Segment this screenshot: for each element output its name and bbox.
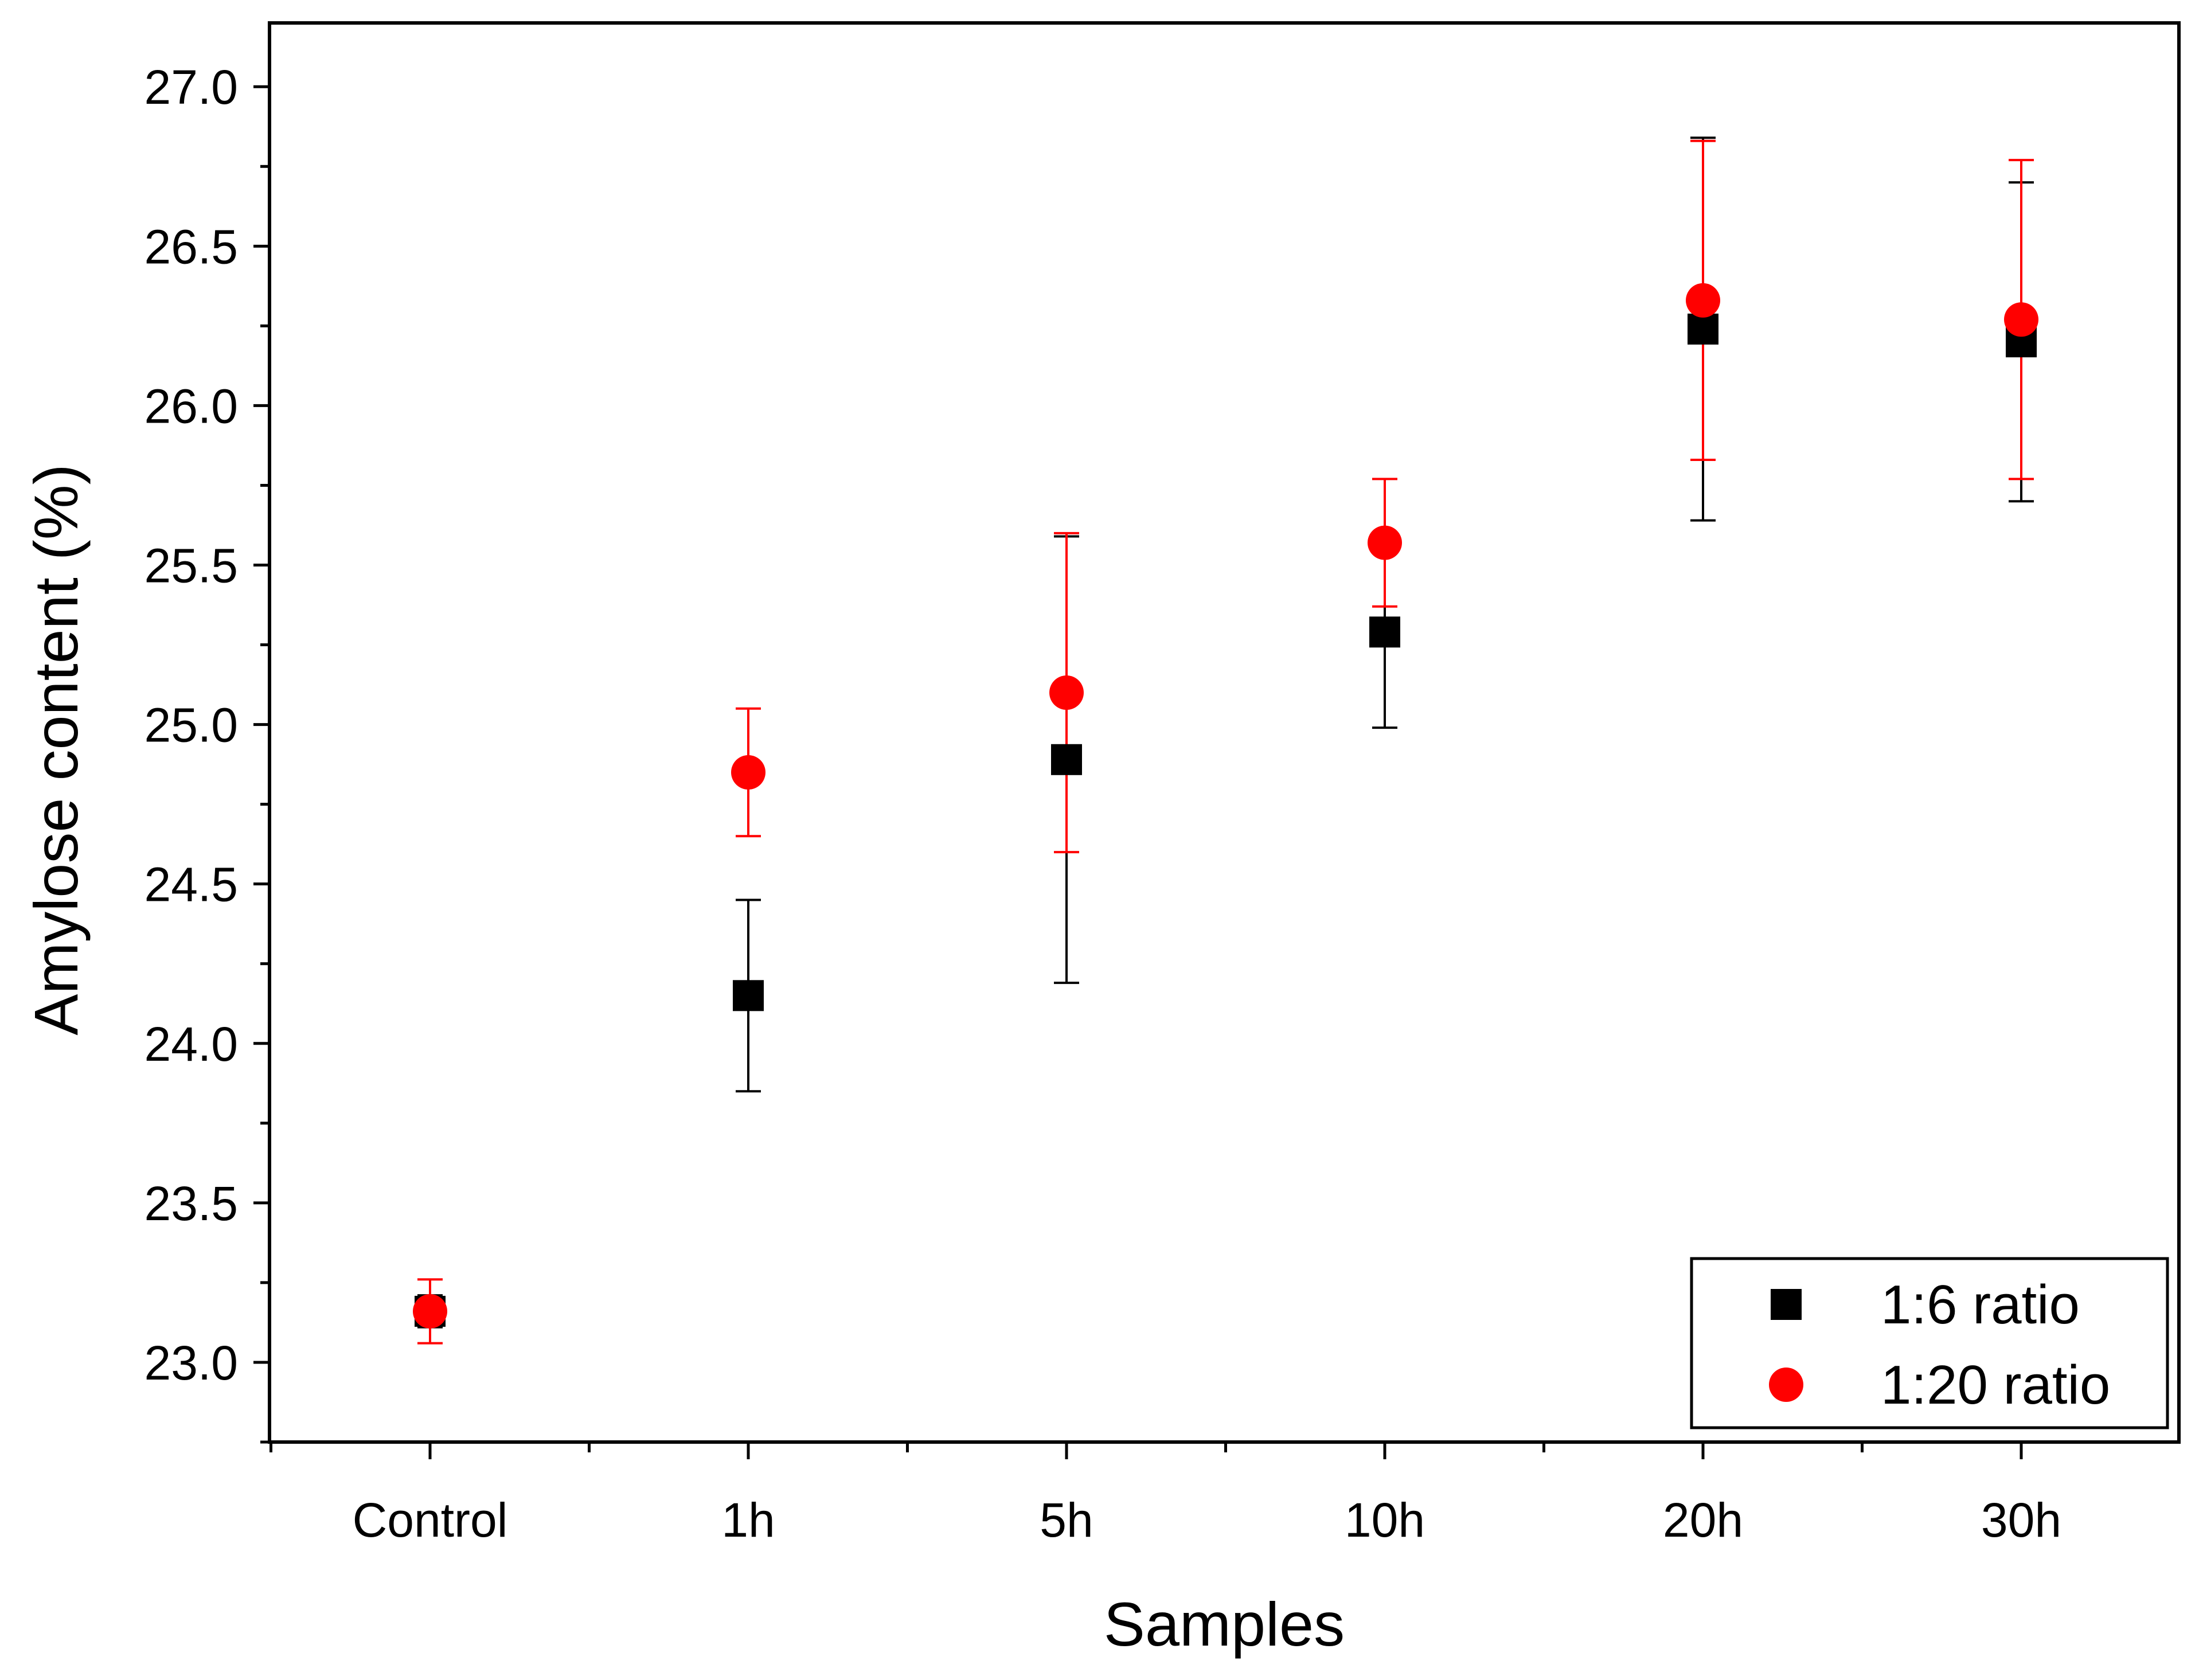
legend-label: 1:20 ratio [1881,1354,2110,1416]
series-markers-1 [413,283,2038,1329]
data-point-circle [1049,675,1084,710]
x-tick-label: 10h [1345,1493,1425,1547]
y-tick-label: 26.5 [144,220,239,274]
data-point-square [733,980,764,1011]
data-point-square [1369,616,1400,648]
data-point-circle [2004,302,2038,337]
legend-marker-square [1771,1289,1802,1320]
legend-marker-circle [1769,1368,1803,1402]
x-tick-label: 1h [721,1493,775,1547]
data-point-circle [731,755,765,790]
x-axis-title: Samples [1104,1589,1345,1659]
legend: 1:6 ratio 1:20 ratio [1690,1257,2169,1429]
data-point-circle [413,1294,447,1329]
y-tick-label: 27.0 [144,60,239,114]
y-tick-label: 24.0 [144,1017,239,1071]
data-point-circle [1686,283,1720,318]
legend-box [1690,1257,2169,1429]
data-point-square [1051,744,1082,775]
data-point-circle [1368,525,1402,560]
x-tick-label: 30h [1981,1493,2061,1547]
y-tick-label: 25.5 [144,539,239,593]
axes: 23.0 23.5 24.0 24.5 25.0 25.5 26.0 26.5 27.0 Cont… [144,21,2181,1547]
legend-label: 1:6 ratio [1881,1274,2080,1335]
y-axis-title: Amylose content (%) [21,464,91,1035]
y-tick-label: 25.0 [144,698,239,752]
x-tick-label: 5h [1040,1493,1093,1547]
x-tick-label: 20h [1663,1493,1743,1547]
x-tick-label: Control [353,1493,508,1547]
y-tick-label: 24.5 [144,858,239,912]
y-tick-label: 26.0 [144,379,239,433]
y-tick-label: 23.0 [144,1336,239,1390]
data-point-square [1688,313,1718,345]
plot-marks [413,136,2038,1345]
y-tick-label: 23.5 [144,1177,239,1230]
